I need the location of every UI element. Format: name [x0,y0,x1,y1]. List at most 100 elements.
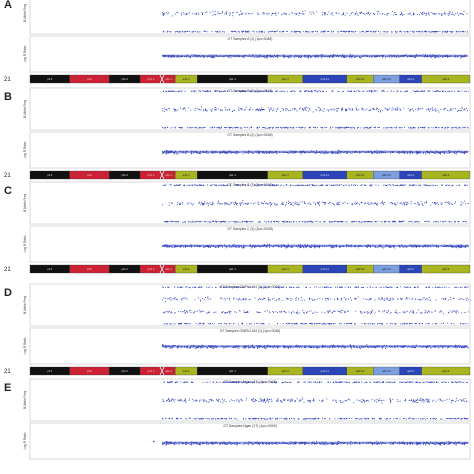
lrr-point [360,246,362,248]
baf-point [245,90,247,92]
baf-point [200,221,201,222]
lrr-point [325,151,327,153]
baf-point [424,202,425,204]
lrr-point [349,151,351,153]
lrr-point [261,55,262,57]
baf-point [263,127,265,128]
lrr-point [337,149,339,151]
baf-point [303,185,305,186]
baf-point [348,108,350,110]
baf-point [337,31,339,33]
lrr-point [251,151,253,153]
lrr-point [342,54,344,56]
lrr-point [211,152,213,154]
lrr-point [211,56,213,58]
baf-point [186,14,188,15]
baf-point [223,184,225,186]
lrr-point [404,151,406,153]
baf-point [208,221,210,223]
lrr-point [162,151,163,153]
baf-point [211,109,212,111]
baf-point [455,108,456,109]
baf-point [181,127,183,129]
baf-point [388,126,390,128]
baf-point [383,31,385,33]
baf-point [204,201,205,203]
baf-point [352,203,353,205]
baf-point [461,106,463,108]
lrr-point [416,153,418,154]
baf-point [288,110,289,112]
baf-point [418,108,420,110]
baf-point [162,110,164,112]
lrr-point [300,247,302,248]
baf-title: GT Samples C (3) (1px=0048) [227,183,272,187]
baf-point [296,13,298,14]
baf-point [340,31,342,32]
lrr-point [199,55,201,57]
baf-point [375,286,377,288]
baf-point [405,323,407,325]
baf-point [193,31,195,32]
baf-point [241,31,243,32]
baf-point [350,109,352,111]
lrr-point [335,152,337,154]
baf-point [427,90,429,92]
baf-point [319,109,321,111]
lrr-point [218,56,220,57]
lrr-point [289,55,290,57]
baf-point [421,203,423,205]
baf-point [386,127,388,129]
lrr-point [259,152,261,154]
baf-point [299,201,301,203]
baf-point [220,13,222,15]
lrr-point [319,56,321,58]
baf-point [249,127,250,129]
baf-point [163,297,165,299]
baf-point [240,127,242,129]
baf-point [347,322,349,324]
baf-point [285,14,287,15]
baf-point [217,185,219,187]
baf-point [395,108,397,109]
baf-point [380,111,382,113]
baf-point [162,90,164,92]
lrr-point [180,246,182,248]
lrr-point [210,151,212,153]
lrr-ylabel: Log R Ratio [23,235,27,252]
baf-point [299,126,301,128]
baf-point [207,312,209,314]
baf-point [245,30,247,32]
baf-point [304,203,306,204]
baf-point [320,108,321,110]
lrr-point [388,55,390,57]
baf-point [226,90,228,92]
baf-point [417,204,419,206]
lrr-point [185,151,187,153]
lrr-point [295,55,297,57]
baf-point [448,185,450,186]
baf-point [187,127,189,129]
baf-point [425,220,427,222]
baf-point [385,108,387,110]
lrr-point [263,55,264,57]
lrr-point [275,151,276,152]
lrr-point [340,55,342,57]
baf-point [370,202,372,204]
baf-point [296,297,297,299]
lrr-point [440,153,442,155]
lrr-point [348,244,350,246]
baf-point [447,126,449,128]
lrr-point [165,55,167,56]
lrr-point [307,55,309,57]
baf-point [463,109,465,111]
baf-point [450,31,452,33]
baf-point [223,90,225,92]
baf-point [364,13,366,15]
lrr-point [417,55,419,57]
baf-point [197,184,199,186]
baf-point [391,31,393,33]
lrr-point [218,245,220,246]
lrr-point [175,246,177,248]
baf-point [413,312,415,314]
